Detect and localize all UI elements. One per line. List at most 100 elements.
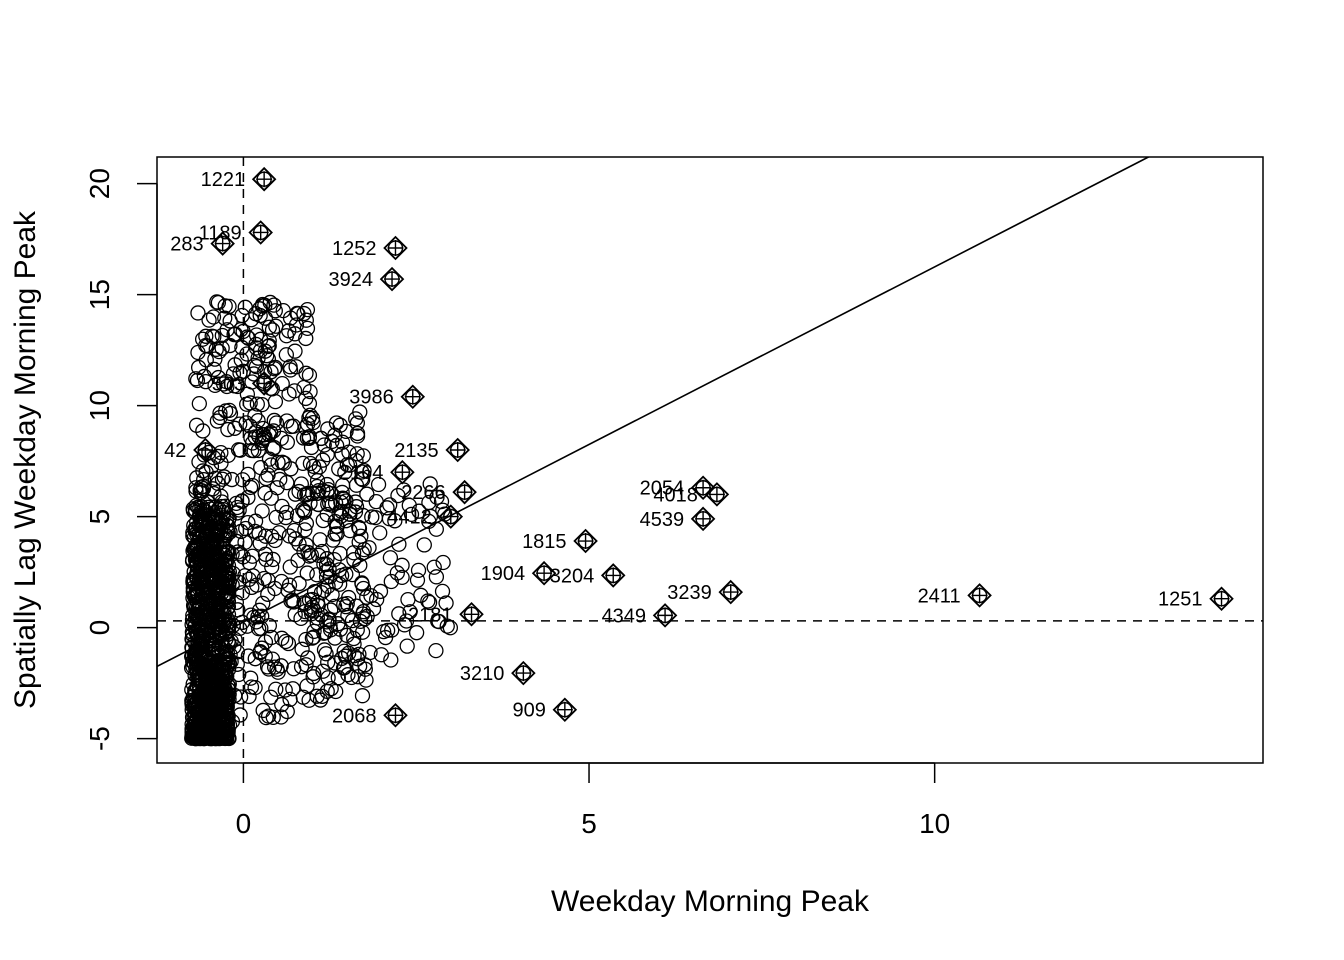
data-point xyxy=(327,630,343,646)
data-point xyxy=(243,670,259,686)
x-axis-title: Weekday Morning Peak xyxy=(551,885,870,918)
data-point xyxy=(212,712,228,728)
data-point xyxy=(328,415,345,431)
data-point xyxy=(219,378,235,395)
point-diamond-marker xyxy=(438,504,464,529)
data-point xyxy=(327,513,343,530)
point-diamond-marker xyxy=(379,266,405,292)
influential-point: 2068 xyxy=(332,703,408,728)
data-point xyxy=(205,309,222,325)
data-point xyxy=(329,526,345,542)
data-point xyxy=(217,298,233,314)
data-point xyxy=(198,374,214,390)
influential-point: 283 xyxy=(170,231,235,256)
data-point xyxy=(303,439,320,456)
data-point xyxy=(264,322,281,338)
influential-point: 3210 xyxy=(460,660,536,686)
data-point xyxy=(384,622,400,638)
data-point xyxy=(299,565,315,581)
point-cross-marker xyxy=(605,567,622,584)
point-label: 3210 xyxy=(460,663,505,685)
data-point xyxy=(191,617,207,633)
influential-point: 1189 xyxy=(199,220,273,245)
point-label: 2164 xyxy=(339,462,384,484)
data-point xyxy=(289,507,306,524)
influential-point: 42 xyxy=(164,437,218,463)
data-point xyxy=(221,402,238,419)
data-point xyxy=(331,461,347,477)
data-point xyxy=(362,644,378,661)
data-point xyxy=(197,548,213,565)
data-point xyxy=(336,596,352,612)
data-point xyxy=(301,428,318,445)
point-label: 503 xyxy=(212,373,245,395)
data-point xyxy=(220,545,236,561)
data-point xyxy=(239,386,256,402)
point-label: 3986 xyxy=(349,387,394,409)
data-point xyxy=(206,485,222,502)
data-point xyxy=(195,423,211,439)
data-point xyxy=(265,709,281,726)
data-point xyxy=(302,455,319,472)
data-point xyxy=(279,474,295,491)
point-label: 3239 xyxy=(667,582,712,604)
point-cross-marker xyxy=(695,510,712,527)
data-point xyxy=(370,476,387,493)
data-point xyxy=(201,507,217,523)
data-point xyxy=(189,514,205,530)
data-point xyxy=(257,648,273,664)
data-point xyxy=(296,544,312,560)
data-point xyxy=(187,551,204,568)
data-point xyxy=(222,617,238,633)
data-point xyxy=(188,653,204,669)
data-point xyxy=(416,537,432,553)
point-diamond-marker xyxy=(459,602,484,627)
data-point xyxy=(318,563,335,579)
data-point xyxy=(251,602,268,618)
influential-point: 3204 xyxy=(550,563,626,588)
data-point xyxy=(369,591,385,608)
influential-point: 2135 xyxy=(394,437,470,463)
data-point xyxy=(206,361,222,378)
data-point xyxy=(321,561,337,577)
data-point xyxy=(214,327,230,344)
point-diamond-marker xyxy=(690,506,716,532)
point-label: 2068 xyxy=(332,705,377,727)
point-label: 1904 xyxy=(481,563,526,585)
data-point xyxy=(340,607,356,624)
data-point xyxy=(245,568,261,584)
data-point xyxy=(379,500,395,516)
data-point xyxy=(409,572,426,588)
point-cross-marker xyxy=(394,464,411,481)
point-cross-marker xyxy=(657,607,674,624)
y-tick-label: -5 xyxy=(84,726,115,751)
data-point xyxy=(298,330,314,347)
data-point xyxy=(316,556,332,572)
data-point xyxy=(192,594,208,611)
data-point xyxy=(303,547,320,563)
data-point xyxy=(196,471,212,488)
x-axis: 0 5 10 xyxy=(236,762,950,839)
point-label: 3204 xyxy=(550,565,595,587)
data-point xyxy=(312,532,328,548)
regression-line xyxy=(157,157,1151,668)
data-point xyxy=(195,463,211,479)
data-point xyxy=(224,577,240,593)
data-point xyxy=(291,536,307,552)
data-point xyxy=(335,477,351,494)
data-point xyxy=(394,569,410,585)
point-diamond-marker xyxy=(704,482,730,507)
data-point xyxy=(232,689,249,705)
data-point xyxy=(400,591,416,608)
data-point xyxy=(286,661,302,677)
data-point xyxy=(259,659,276,675)
data-point xyxy=(211,520,227,536)
data-point xyxy=(200,590,217,606)
point-diamond-marker xyxy=(452,479,477,505)
point-label: 2135 xyxy=(394,440,439,462)
data-point xyxy=(263,457,279,473)
point-diamond-marker xyxy=(383,703,408,728)
data-point xyxy=(228,594,245,611)
data-point xyxy=(201,312,217,328)
data-point xyxy=(296,504,313,520)
